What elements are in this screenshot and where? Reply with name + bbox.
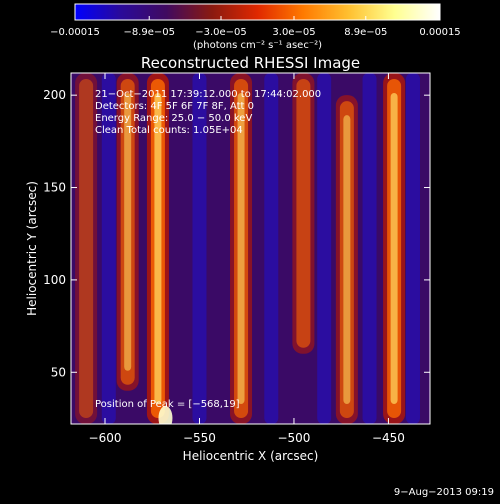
chart-title: Reconstructed RHESSI Image (141, 54, 360, 72)
annotation-detectors: Detectors: 4F 5F 6F 7F 8F, Att 0 (95, 101, 254, 112)
annotation-time-range: 21−Oct−2011 17:39:12.000 to 17:44:02.000 (95, 89, 321, 100)
x-tick-label: −450 (372, 431, 405, 445)
peak-position-label: Position of Peak = [−568,19] (95, 399, 240, 410)
colorbar-tick-label: −8.9e−05 (123, 27, 175, 38)
heatmap-band-hotspot (124, 93, 132, 371)
colorbar-gradient (74, 3, 441, 21)
heatmap-band (75, 73, 98, 424)
y-axis: 50 100 150 200 (43, 88, 430, 379)
heatmap-band-hotspot (390, 93, 398, 404)
y-tick-label: 50 (51, 365, 66, 379)
plot-frame (70, 72, 431, 425)
colorbar-unit-label: (photons cm⁻² s⁻¹ asec⁻²) (193, 40, 322, 51)
annotation-block: 21−Oct−2011 17:39:12.000 to 17:44:02.000… (95, 89, 321, 136)
x-axis-label: Heliocentric X (arcsec) (183, 449, 319, 463)
y-axis-label: Heliocentric Y (arcsec) (25, 181, 39, 316)
colorbar-ticks: −0.00015 −8.9e−05 −3.0e−05 3.0e−05 8.9e−05 0.… (50, 16, 461, 38)
heatmap-band-hotspot (237, 93, 245, 404)
annotation-energy-range: Energy Range: 25.0 − 50.0 keV (95, 113, 252, 124)
colorbar-tick-label: 8.9e−05 (344, 27, 387, 38)
heatmap-trough (264, 73, 279, 424)
x-tick-label: −550 (183, 431, 216, 445)
heatmap-band-hotspot (154, 93, 162, 404)
x-axis: −600 −550 −500 −450 (89, 73, 405, 445)
annotation-total-counts: Clean Total counts: 1.05E+04 (95, 125, 243, 136)
colorbar: −0.00015 −8.9e−05 −3.0e−05 3.0e−05 8.9e−05 0.… (50, 3, 461, 51)
heatmap-image (71, 73, 430, 424)
footer-timestamp: 9−Aug−2013 09:19 (394, 487, 494, 498)
heatmap-band-hotspot (343, 115, 351, 404)
y-tick-label: 100 (43, 273, 66, 287)
heatmap-band-core (296, 79, 311, 348)
heatmap-peak (158, 406, 173, 424)
x-tick-label: −500 (277, 431, 310, 445)
x-tick-label: −600 (89, 431, 122, 445)
heatmap-trough (192, 73, 207, 424)
colorbar-tick-label: 3.0e−05 (272, 27, 315, 38)
colorbar-tick-label: 0.00015 (419, 27, 460, 38)
colorbar-tick-label: −3.0e−05 (195, 27, 247, 38)
heatmap-trough (362, 73, 377, 424)
colorbar-tick-label: −0.00015 (50, 27, 100, 38)
heatmap-trough (317, 73, 332, 424)
heatmap-band-core (79, 79, 94, 418)
heatmap-trough (405, 73, 420, 424)
heatmap-trough (101, 73, 116, 424)
y-tick-label: 150 (43, 181, 66, 195)
y-tick-label: 200 (43, 88, 66, 102)
